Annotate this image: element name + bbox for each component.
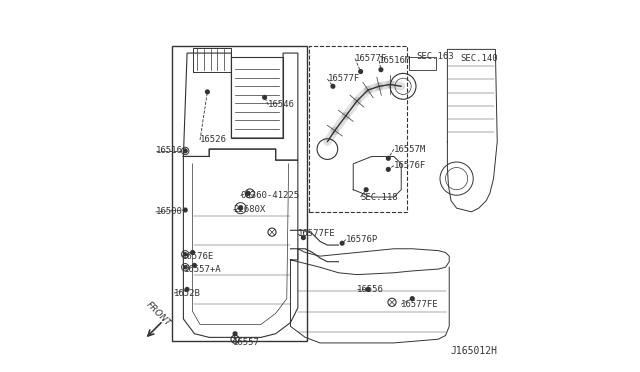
Text: 16516M: 16516M bbox=[379, 56, 412, 65]
Bar bbox=[232, 57, 283, 138]
Circle shape bbox=[184, 266, 187, 269]
Text: 16576E: 16576E bbox=[182, 251, 214, 261]
Text: J165012H: J165012H bbox=[450, 346, 497, 356]
Text: 16557+A: 16557+A bbox=[184, 264, 221, 273]
Text: SEC.118: SEC.118 bbox=[360, 193, 398, 202]
Circle shape bbox=[184, 149, 187, 153]
Circle shape bbox=[301, 236, 305, 240]
Text: 16516: 16516 bbox=[156, 147, 182, 155]
Text: 16526: 16526 bbox=[200, 135, 227, 144]
Text: SEC.140: SEC.140 bbox=[460, 54, 498, 63]
Circle shape bbox=[366, 288, 370, 291]
Circle shape bbox=[387, 167, 390, 171]
Circle shape bbox=[340, 241, 344, 245]
Text: 16557: 16557 bbox=[233, 339, 260, 347]
Circle shape bbox=[331, 84, 335, 88]
Text: 16577F: 16577F bbox=[328, 74, 360, 83]
Text: 16557M: 16557M bbox=[394, 145, 426, 154]
Text: 16576P: 16576P bbox=[346, 235, 378, 244]
Text: 16546: 16546 bbox=[268, 100, 295, 109]
Bar bbox=[309, 46, 407, 212]
Circle shape bbox=[184, 208, 187, 212]
Circle shape bbox=[410, 297, 414, 301]
Circle shape bbox=[359, 70, 362, 73]
Circle shape bbox=[205, 90, 209, 94]
Circle shape bbox=[379, 68, 383, 71]
Circle shape bbox=[239, 206, 243, 210]
Text: 16577F: 16577F bbox=[355, 54, 387, 63]
Text: 22680X: 22680X bbox=[233, 205, 266, 215]
Circle shape bbox=[184, 253, 187, 256]
Circle shape bbox=[185, 288, 189, 291]
Text: 08360-41225: 08360-41225 bbox=[241, 191, 300, 200]
Text: 16577FE: 16577FE bbox=[401, 300, 439, 309]
Circle shape bbox=[233, 332, 237, 336]
Circle shape bbox=[246, 192, 250, 195]
Text: 1652B: 1652B bbox=[174, 289, 201, 298]
Text: 16556: 16556 bbox=[357, 285, 384, 294]
Circle shape bbox=[193, 263, 196, 267]
Text: 16500: 16500 bbox=[156, 207, 182, 217]
Text: 16576F: 16576F bbox=[394, 161, 426, 170]
Circle shape bbox=[364, 188, 368, 192]
Text: SEC.163: SEC.163 bbox=[416, 52, 454, 61]
Text: FRONT: FRONT bbox=[144, 300, 172, 328]
Circle shape bbox=[184, 150, 187, 153]
Circle shape bbox=[387, 157, 390, 160]
Bar bbox=[172, 46, 307, 341]
Circle shape bbox=[263, 96, 266, 99]
Circle shape bbox=[191, 251, 195, 254]
Text: 16577FE: 16577FE bbox=[298, 230, 335, 238]
Circle shape bbox=[239, 207, 242, 210]
